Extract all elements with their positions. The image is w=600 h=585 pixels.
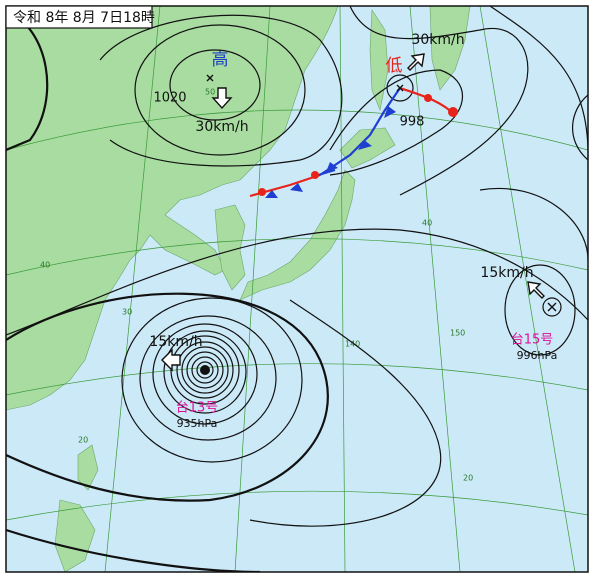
isobars	[6, 6, 588, 572]
isobar	[329, 69, 464, 176]
grid-line	[409, 6, 461, 572]
isobar	[489, 6, 588, 160]
typhoon-label: 台13号	[176, 401, 219, 416]
isobar	[479, 187, 588, 261]
grid-line	[479, 6, 576, 572]
isobar	[6, 292, 329, 502]
high-label: 高	[212, 50, 229, 70]
grid-label: 50	[205, 88, 215, 97]
isobar	[542, 297, 562, 317]
speed-label: 30km/h	[195, 119, 248, 135]
speed-label: 15km/h	[480, 265, 533, 281]
grid-label: 30	[122, 308, 132, 317]
symbols	[161, 53, 557, 372]
map-title: 令和 8年 8月 7日18時	[13, 10, 155, 26]
grid-line	[6, 238, 588, 276]
pressure-label: 996hPa	[517, 349, 558, 362]
grid-label: 40	[422, 219, 432, 228]
grid-label: 40	[40, 261, 50, 270]
cold-front	[319, 87, 401, 176]
grid-line	[234, 6, 271, 572]
grid-line	[339, 6, 346, 572]
isobar	[99, 14, 343, 167]
grid-line	[104, 6, 161, 572]
isobar	[386, 74, 414, 102]
grid-label: 140	[345, 340, 360, 349]
isobar	[169, 49, 261, 121]
grid-line	[6, 363, 588, 396]
isobar	[249, 299, 442, 527]
grid-line	[6, 490, 588, 521]
fronts	[249, 86, 458, 198]
typhoon-isobars	[121, 297, 303, 463]
map-body: 50 40 40 30 140 150 20 20	[6, 6, 588, 572]
typhoon-label: 台15号	[511, 333, 554, 348]
grid-label: 20	[463, 474, 473, 483]
isobar	[504, 264, 576, 356]
isobar	[349, 6, 529, 196]
title-box	[5, 5, 153, 29]
grid-line	[6, 109, 588, 151]
graticule: 50 40 40 30 140 150 20 20	[6, 6, 588, 572]
grid-label: 150	[450, 329, 465, 338]
pressure-label: 935hPa	[177, 417, 218, 430]
pressure-label: 998	[400, 115, 425, 130]
speed-label: 15km/h	[149, 334, 202, 350]
isobar	[572, 94, 588, 161]
speed-label: 30km/h	[411, 32, 464, 48]
isobar	[6, 228, 588, 336]
isobar	[134, 24, 306, 156]
grid-label: 20	[78, 436, 88, 445]
pressure-label: 1020	[153, 91, 186, 106]
low-label: 低	[386, 56, 403, 76]
frame	[5, 5, 589, 573]
